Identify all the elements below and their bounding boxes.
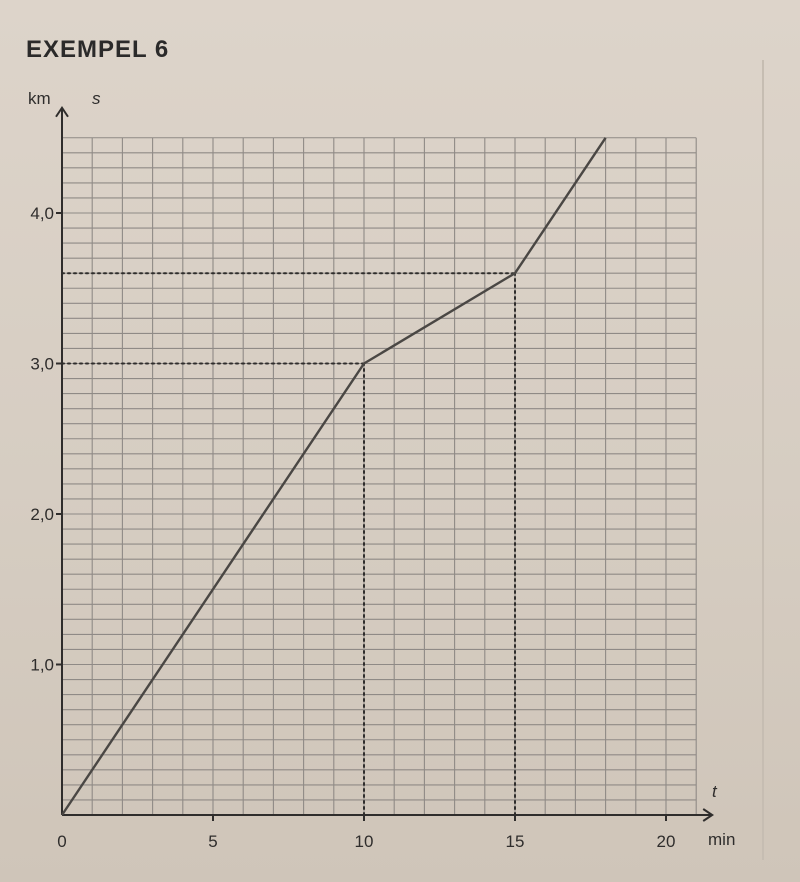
x-tick-label: 10	[355, 832, 374, 851]
x-tick-label: 0	[57, 832, 66, 851]
x-tick-label: 20	[657, 832, 676, 851]
y-tick-label: 3,0	[30, 355, 54, 374]
y-axis-unit: km	[28, 89, 51, 108]
y-tick-label: 4,0	[30, 204, 54, 223]
x-axis-arrow	[702, 808, 715, 822]
axes	[55, 105, 715, 822]
x-tick-label: 5	[208, 832, 217, 851]
example-heading: EXEMPEL 6	[26, 36, 170, 63]
ticks: 1,0 2,0 3,0 4,0 0 5 10 15 20	[30, 204, 675, 851]
series	[61, 137, 607, 816]
y-axis-label: s	[92, 89, 101, 108]
y-tick-label: 1,0	[30, 656, 54, 675]
reference-lines	[61, 272, 516, 816]
grid-lines	[62, 137, 697, 815]
page-margin-line	[762, 60, 764, 860]
x-axis-unit: min	[708, 830, 735, 849]
x-axis-label: t	[712, 782, 718, 801]
y-axis-arrow	[55, 105, 69, 118]
y-tick-label: 2,0	[30, 505, 54, 524]
axis-labels: km s t min	[28, 89, 735, 849]
series-line	[61, 137, 607, 816]
x-tick-label: 15	[506, 832, 525, 851]
